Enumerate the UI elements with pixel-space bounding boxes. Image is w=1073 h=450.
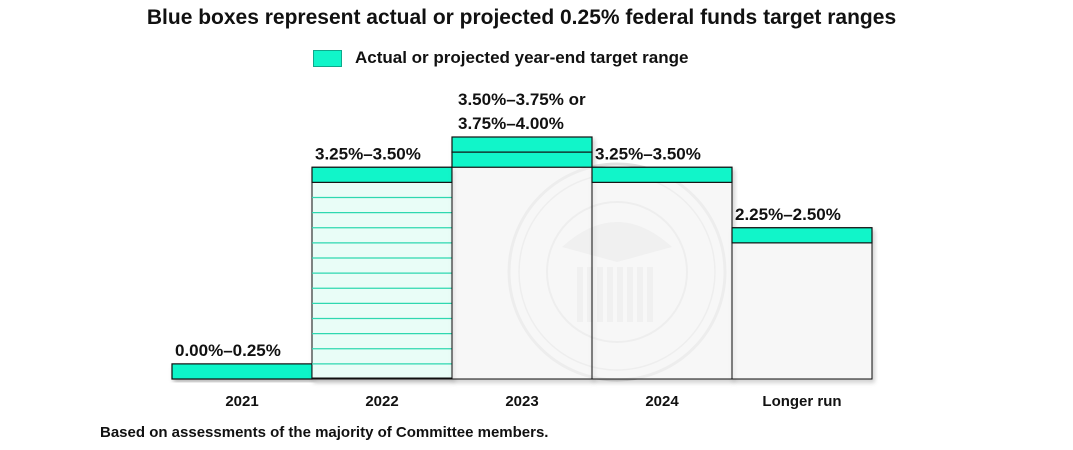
x-tick-label: 2024: [645, 393, 679, 410]
chart-title: Blue boxes represent actual or projected…: [146, 6, 897, 29]
bar-column: [731, 227, 873, 380]
range-box: [311, 166, 453, 183]
data-label: 2.25%–2.50%: [735, 205, 841, 224]
bar-group-0: 0.00%–0.25% 2021: [171, 341, 313, 410]
range-box: [451, 136, 593, 153]
legend-label: Actual or projected year-end target rang…: [355, 48, 689, 67]
x-tick-label: 2021: [225, 393, 258, 410]
bar-column: [451, 136, 593, 380]
data-label: 3.50%–3.75% or: [458, 90, 586, 109]
range-box: [451, 151, 593, 168]
data-label: 0.00%–0.25%: [175, 341, 281, 360]
bar-group-4: 2.25%–2.50% Longer run: [731, 205, 873, 410]
data-label: 3.75%–4.00%: [458, 114, 564, 133]
bar-chart: 0.00%–0.25% 2021 3.25%–3.50% 2022 3.50%–3.75…: [171, 90, 873, 410]
bar-group-2: 3.50%–3.75% or 3.75%–4.00% 2023: [451, 90, 593, 410]
legend-swatch: [313, 49, 342, 67]
data-label: 3.25%–3.50%: [315, 144, 421, 163]
range-box: [731, 227, 873, 244]
bar-column: [591, 166, 733, 380]
x-tick-label: 2022: [365, 393, 398, 410]
data-label: 3.25%–3.50%: [595, 144, 701, 163]
range-box: [171, 363, 313, 380]
x-tick-label: Longer run: [762, 393, 841, 410]
range-box: [591, 166, 733, 183]
legend: Actual or projected year-end target rang…: [313, 47, 688, 69]
x-tick-label: 2023: [505, 393, 538, 410]
footnote: Based on assessments of the majority of …: [100, 424, 549, 441]
bar-group-1: 3.25%–3.50% 2022: [311, 144, 453, 410]
bar-group-3: 3.25%–3.50% 2024: [591, 144, 733, 410]
